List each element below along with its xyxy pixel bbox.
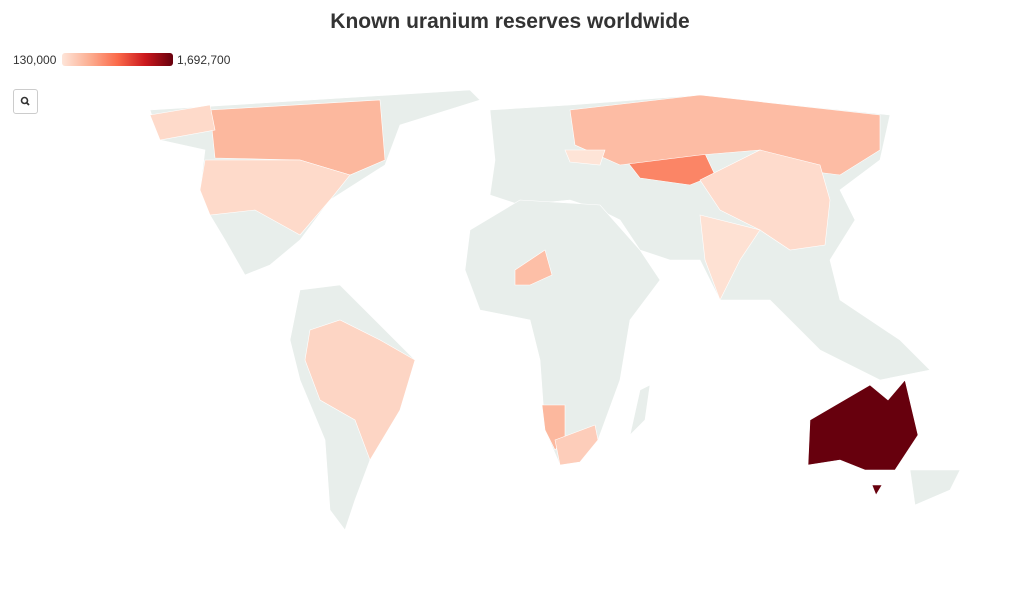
region[interactable] — [149, 104, 351, 236]
legend-scale — [62, 53, 173, 66]
title: Known uranium reserves worldwide — [330, 10, 690, 33]
legend-min-label: 130,000 — [13, 53, 57, 67]
region[interactable] — [807, 379, 919, 496]
search-icon — [20, 96, 30, 106]
region[interactable] — [554, 424, 599, 466]
region[interactable] — [304, 319, 416, 461]
region[interactable] — [564, 149, 606, 166]
search-button[interactable] — [13, 89, 38, 114]
region[interactable] — [514, 249, 553, 286]
region[interactable] — [699, 214, 761, 301]
legend-max-label: 1,692,700 — [177, 53, 231, 67]
regions — [149, 94, 919, 496]
region[interactable] — [699, 149, 831, 251]
